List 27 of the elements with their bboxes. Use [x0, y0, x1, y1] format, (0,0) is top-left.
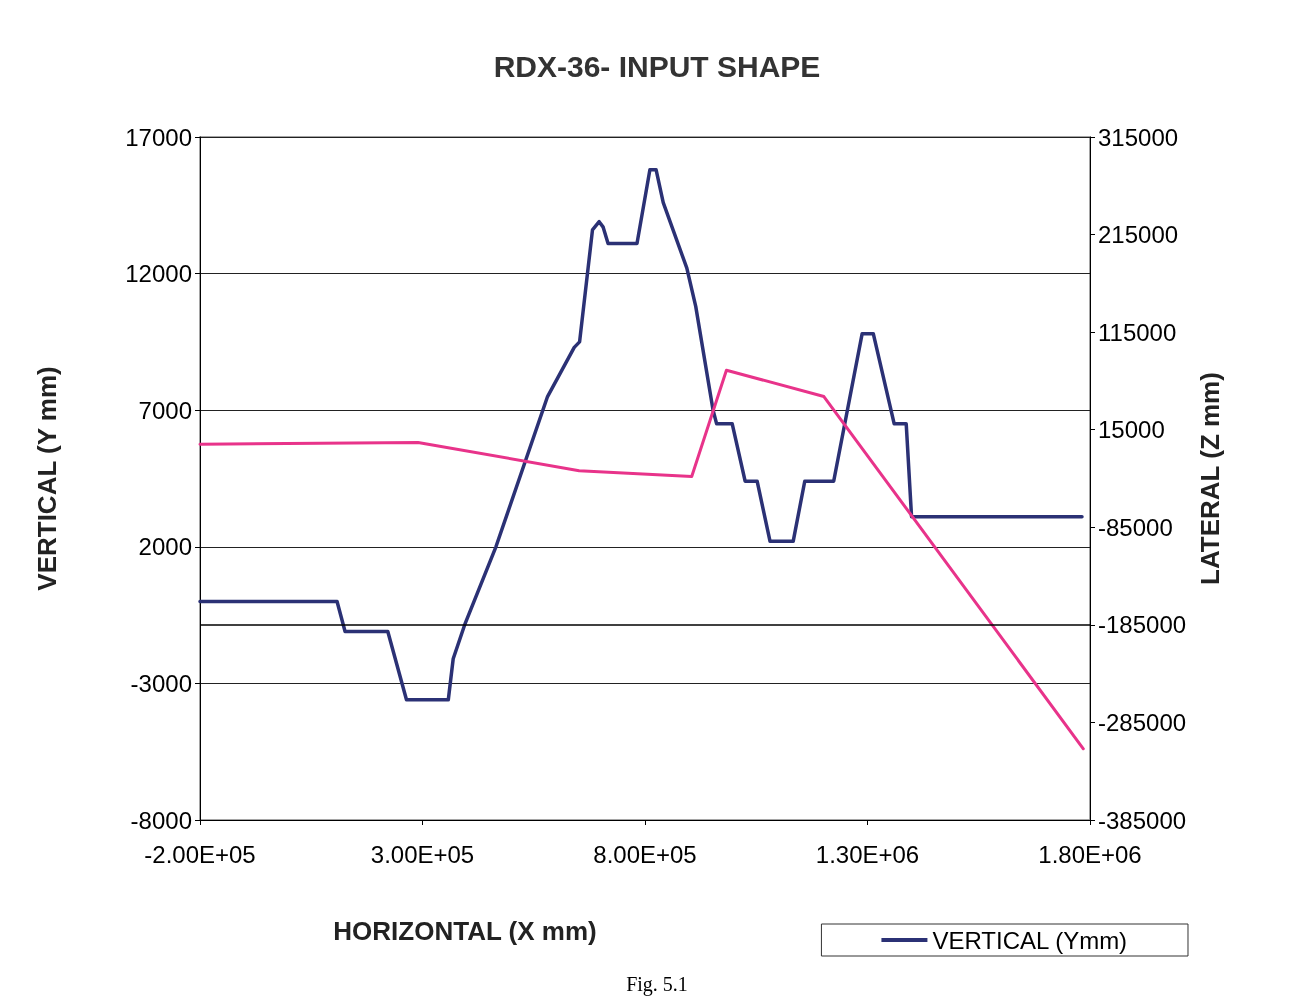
x-tick-label: 1.80E+06 — [1038, 840, 1142, 868]
x-tick-label: 3.00E+05 — [370, 840, 475, 868]
y2-tick-label: -285000 — [1098, 708, 1187, 736]
y-tick-label: -8000 — [130, 806, 192, 834]
y-axis-title: VERTICAL (Y mm) — [32, 366, 62, 591]
y-tick-label: 17000 — [125, 123, 192, 151]
y-tick-label: 7000 — [138, 396, 192, 424]
y2-tick-label: 115000 — [1098, 318, 1177, 346]
y-tick-label: 12000 — [125, 260, 192, 288]
y-tick-label: 2000 — [138, 533, 192, 561]
y-tick-label: -3000 — [130, 669, 192, 697]
y2-tick-label: 315000 — [1098, 123, 1179, 151]
line-series — [198, 168, 1084, 702]
y2-tick-label: 15000 — [1098, 416, 1165, 444]
y2-tick-label: 215000 — [1098, 221, 1179, 249]
legend-label: VERTICAL (Ymm) — [932, 926, 1128, 954]
x-tick-label: 1.30E+06 — [815, 840, 920, 868]
y2-tick-label: -85000 — [1098, 513, 1173, 541]
caption: Fig. 5.1 — [626, 973, 688, 996]
y2-axis-title: LATERAL (Z mm) — [1194, 372, 1225, 585]
x-tick-label: 8.00E+05 — [593, 840, 697, 868]
line-series — [198, 368, 1085, 751]
x-tick-label: -2.00E+05 — [144, 840, 256, 868]
y2-tick-label: -185000 — [1098, 611, 1187, 639]
chart-title: RDX-36- INPUT SHAPE — [493, 49, 821, 83]
y2-tick-label: -385000 — [1098, 806, 1187, 834]
x-axis-title: HORIZONTAL (X mm) — [333, 916, 597, 946]
